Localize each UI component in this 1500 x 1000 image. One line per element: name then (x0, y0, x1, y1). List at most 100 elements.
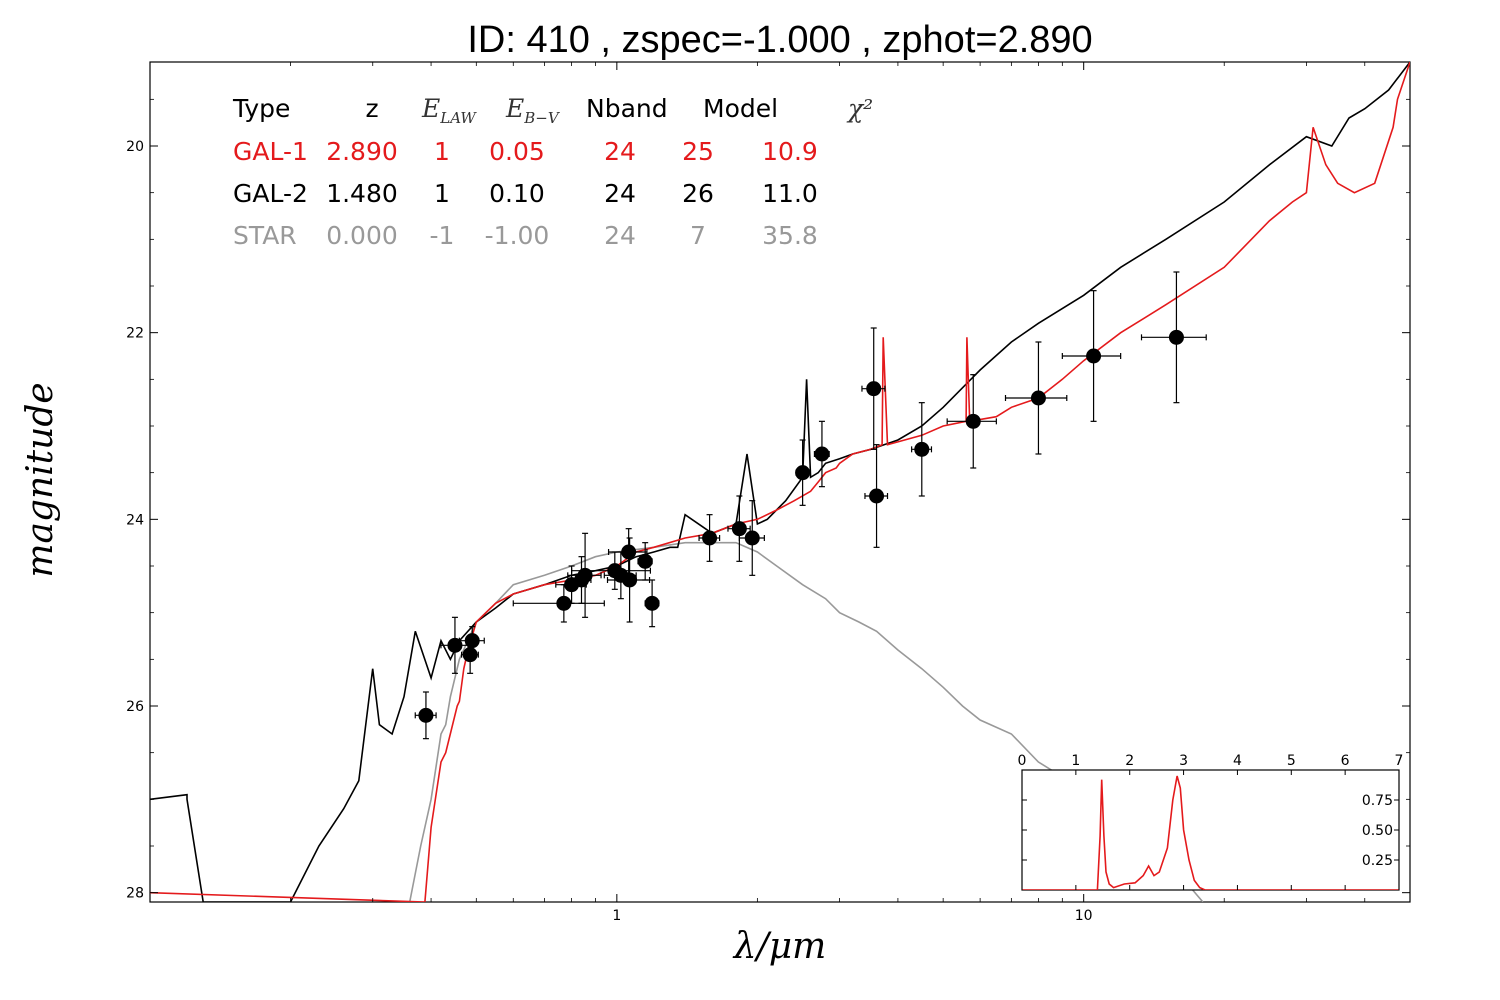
photometry-marker (573, 572, 589, 588)
table-cell: 35.8 (762, 221, 818, 250)
pdz-x-tick-label: 4 (1233, 753, 1242, 769)
photometry-marker (965, 413, 981, 429)
photometry-marker (814, 446, 830, 462)
pdz-inset-ticks: 0 1 2 3 4 5 6 7 0.25 0.50 0.75 (1018, 753, 1404, 890)
photometry-point (911, 402, 933, 497)
photometry-point (738, 500, 765, 576)
photometry-point (644, 579, 660, 628)
fit-results-rows: GAL-1 2.890 1 0.05 24 25 10.9 GAL-2 1.480 1 0.10 24… (233, 137, 818, 250)
photometry-marker (795, 465, 811, 481)
fit-results-table: Type z ELAW EB−V Nband Model χ² (232, 94, 873, 127)
photometry-point (1061, 290, 1122, 422)
photometry-marker (1168, 329, 1184, 345)
main-plot-frame (149, 61, 1411, 903)
photometry-marker (1086, 348, 1102, 364)
pdz-curve (1022, 775, 1399, 890)
table-cell: 0.10 (489, 179, 545, 208)
photometry-marker (622, 572, 638, 588)
photometry-marker (644, 595, 660, 611)
y-tick-label: 22 (126, 326, 144, 342)
table-header-chi2: χ² (846, 94, 873, 123)
table-cell: 7 (690, 221, 706, 250)
table-row-gal-2: GAL-2 1.480 1 0.10 24 26 11.0 (233, 179, 818, 208)
table-cell: STAR (233, 221, 297, 250)
photometry-marker (866, 381, 882, 397)
pdz-line (1022, 775, 1399, 890)
table-cell: 0.000 (326, 221, 398, 250)
table-cell: 25 (682, 137, 714, 166)
photometry-point (1004, 341, 1068, 455)
photometry-marker (637, 553, 653, 569)
table-cell: 1 (434, 179, 450, 208)
table-cell: 24 (604, 179, 636, 208)
photometry-marker (869, 488, 885, 504)
pdz-x-tick-label: 5 (1287, 753, 1296, 769)
x-tick-label: 1 (612, 908, 621, 924)
table-cell: GAL-2 (233, 179, 308, 208)
table-cell: 24 (604, 221, 636, 250)
photometry-point (460, 635, 479, 674)
table-header-nband: Nband (586, 94, 668, 123)
pdz-x-tick-label: 2 (1125, 753, 1134, 769)
photometry-marker (731, 521, 747, 537)
photometry-marker (447, 637, 463, 653)
table-cell: -1 (430, 221, 455, 250)
model-curve-star (408, 541, 1204, 902)
photometry-marker (1030, 390, 1046, 406)
y-tick-label: 26 (126, 699, 144, 715)
table-cell: -1.00 (485, 221, 550, 250)
pdz-inset-frame (1021, 769, 1400, 891)
y-axis-label: magnitude (20, 382, 61, 577)
y-tick-label: 24 (126, 512, 144, 528)
table-cell: 26 (682, 179, 714, 208)
photometry-marker (702, 530, 718, 546)
model-curve-gal-1 (150, 62, 1410, 902)
table-cell: 1.480 (326, 179, 398, 208)
photometry-marker (418, 707, 434, 723)
photometry-point (637, 542, 653, 581)
photometry-marker (556, 595, 572, 611)
y-tick-label: 20 (126, 139, 144, 155)
plot-title: ID: 410 , zspec=-1.000 , zphot=2.890 (467, 19, 1092, 61)
photometry-point (864, 444, 889, 548)
table-cell: 1 (434, 137, 450, 166)
photometry-point (571, 556, 592, 604)
photometry-point (414, 691, 437, 740)
table-cell: 10.9 (762, 137, 818, 166)
photometry-point (1140, 271, 1207, 404)
table-cell: 11.0 (762, 179, 818, 208)
table-header-elaw: ELAW (421, 94, 477, 127)
photometry-point (861, 327, 886, 450)
photometry-points (414, 271, 1207, 740)
photometry-marker (914, 441, 930, 457)
pdz-x-tick-label: 1 (1071, 753, 1080, 769)
photometry-point (946, 374, 997, 469)
table-header-model: Model (703, 94, 778, 123)
photometry-point (795, 439, 811, 506)
x-axis-label: λ/μm (732, 926, 826, 967)
table-header-z: z (365, 94, 378, 123)
photometry-marker (744, 530, 760, 546)
table-row-gal-1: GAL-1 2.890 1 0.05 24 25 10.9 (233, 137, 818, 166)
table-header-type: Type (232, 94, 290, 123)
table-row-star: STAR 0.000 -1 -1.00 24 7 35.8 (233, 221, 818, 250)
table-cell: 0.05 (489, 137, 545, 166)
pdz-x-tick-label: 3 (1179, 753, 1188, 769)
photometry-point (727, 495, 751, 562)
pdz-x-tick-label: 6 (1341, 753, 1350, 769)
pdz-y-tick-label: 0.50 (1362, 823, 1393, 839)
pdz-y-tick-label: 0.75 (1362, 793, 1393, 809)
table-header-ebv: EB−V (505, 94, 561, 127)
x-tick-label: 10 (1075, 908, 1093, 924)
photometry-marker (462, 647, 478, 663)
pdz-y-tick-label: 0.25 (1362, 853, 1393, 869)
photometry-marker (464, 633, 480, 649)
photometry-point (813, 420, 830, 488)
photometry-marker (621, 544, 637, 560)
pdz-x-tick-label: 0 (1018, 753, 1027, 769)
table-cell: GAL-1 (233, 137, 308, 166)
table-cell: 2.890 (326, 137, 398, 166)
pdz-x-tick-label: 7 (1395, 753, 1404, 769)
